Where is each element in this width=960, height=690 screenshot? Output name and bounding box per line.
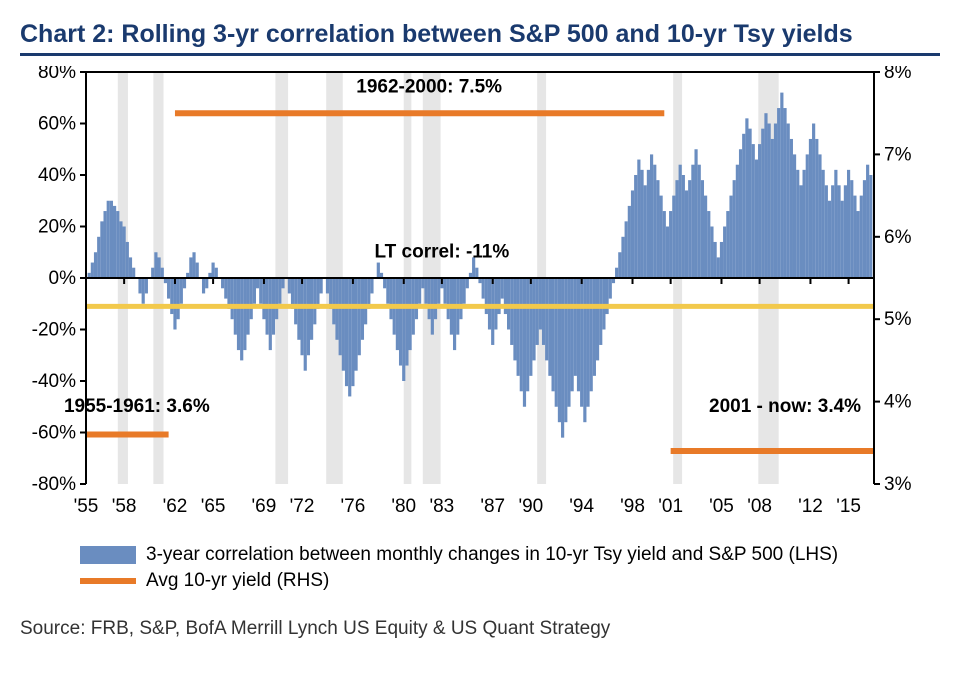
legend-swatch-bars <box>80 546 136 564</box>
svg-text:'58: '58 <box>112 496 137 517</box>
svg-text:-80%: -80% <box>32 474 76 495</box>
svg-text:'98: '98 <box>620 496 645 517</box>
svg-text:'08: '08 <box>747 496 772 517</box>
svg-text:4%: 4% <box>884 392 912 413</box>
legend: 3-year correlation between monthly chang… <box>20 544 940 592</box>
legend-label-a: 3-year correlation between monthly chang… <box>146 544 838 566</box>
svg-text:20%: 20% <box>38 217 76 238</box>
svg-text:80%: 80% <box>38 66 76 83</box>
svg-text:60%: 60% <box>38 114 76 135</box>
svg-text:'90: '90 <box>518 496 543 517</box>
svg-text:LT correl: -11%: LT correl: -11% <box>374 241 509 262</box>
svg-text:40%: 40% <box>38 165 76 186</box>
svg-text:'80: '80 <box>391 496 416 517</box>
svg-text:'12: '12 <box>798 496 823 517</box>
svg-text:1955-1961: 3.6%: 1955-1961: 3.6% <box>64 396 210 417</box>
svg-text:3%: 3% <box>884 474 912 495</box>
svg-text:-20%: -20% <box>32 320 76 341</box>
svg-text:'15: '15 <box>836 496 861 517</box>
svg-text:'76: '76 <box>341 496 366 517</box>
svg-text:7%: 7% <box>884 144 912 165</box>
svg-text:'72: '72 <box>290 496 315 517</box>
svg-text:-40%: -40% <box>32 371 76 392</box>
svg-text:'65: '65 <box>201 496 226 517</box>
svg-text:1962-2000: 7.5%: 1962-2000: 7.5% <box>356 77 502 98</box>
svg-text:'87: '87 <box>480 496 505 517</box>
svg-text:-60%: -60% <box>32 423 76 444</box>
svg-text:0%: 0% <box>49 268 77 289</box>
svg-text:'01: '01 <box>658 496 683 517</box>
source-text: Source: FRB, S&P, BofA Merrill Lynch US … <box>20 618 940 640</box>
svg-text:5%: 5% <box>884 309 912 330</box>
chart-plot: -80% -60% -40% -20% 0% 20% 40% 60% 80% 3% 4% 5% 6% 7%… <box>20 66 940 526</box>
legend-swatch-line <box>80 578 136 584</box>
svg-text:6%: 6% <box>884 227 912 248</box>
svg-text:8%: 8% <box>884 66 912 83</box>
chart-title: Chart 2: Rolling 3-yr correlation betwee… <box>20 20 940 56</box>
svg-text:'62: '62 <box>163 496 188 517</box>
svg-text:'05: '05 <box>709 496 734 517</box>
svg-text:2001 - now: 3.4%: 2001 - now: 3.4% <box>709 396 861 417</box>
legend-label-b: Avg 10-yr yield (RHS) <box>146 570 329 592</box>
svg-text:'83: '83 <box>429 496 454 517</box>
svg-text:'94: '94 <box>569 496 594 517</box>
svg-text:'55: '55 <box>74 496 99 517</box>
svg-text:'69: '69 <box>252 496 277 517</box>
